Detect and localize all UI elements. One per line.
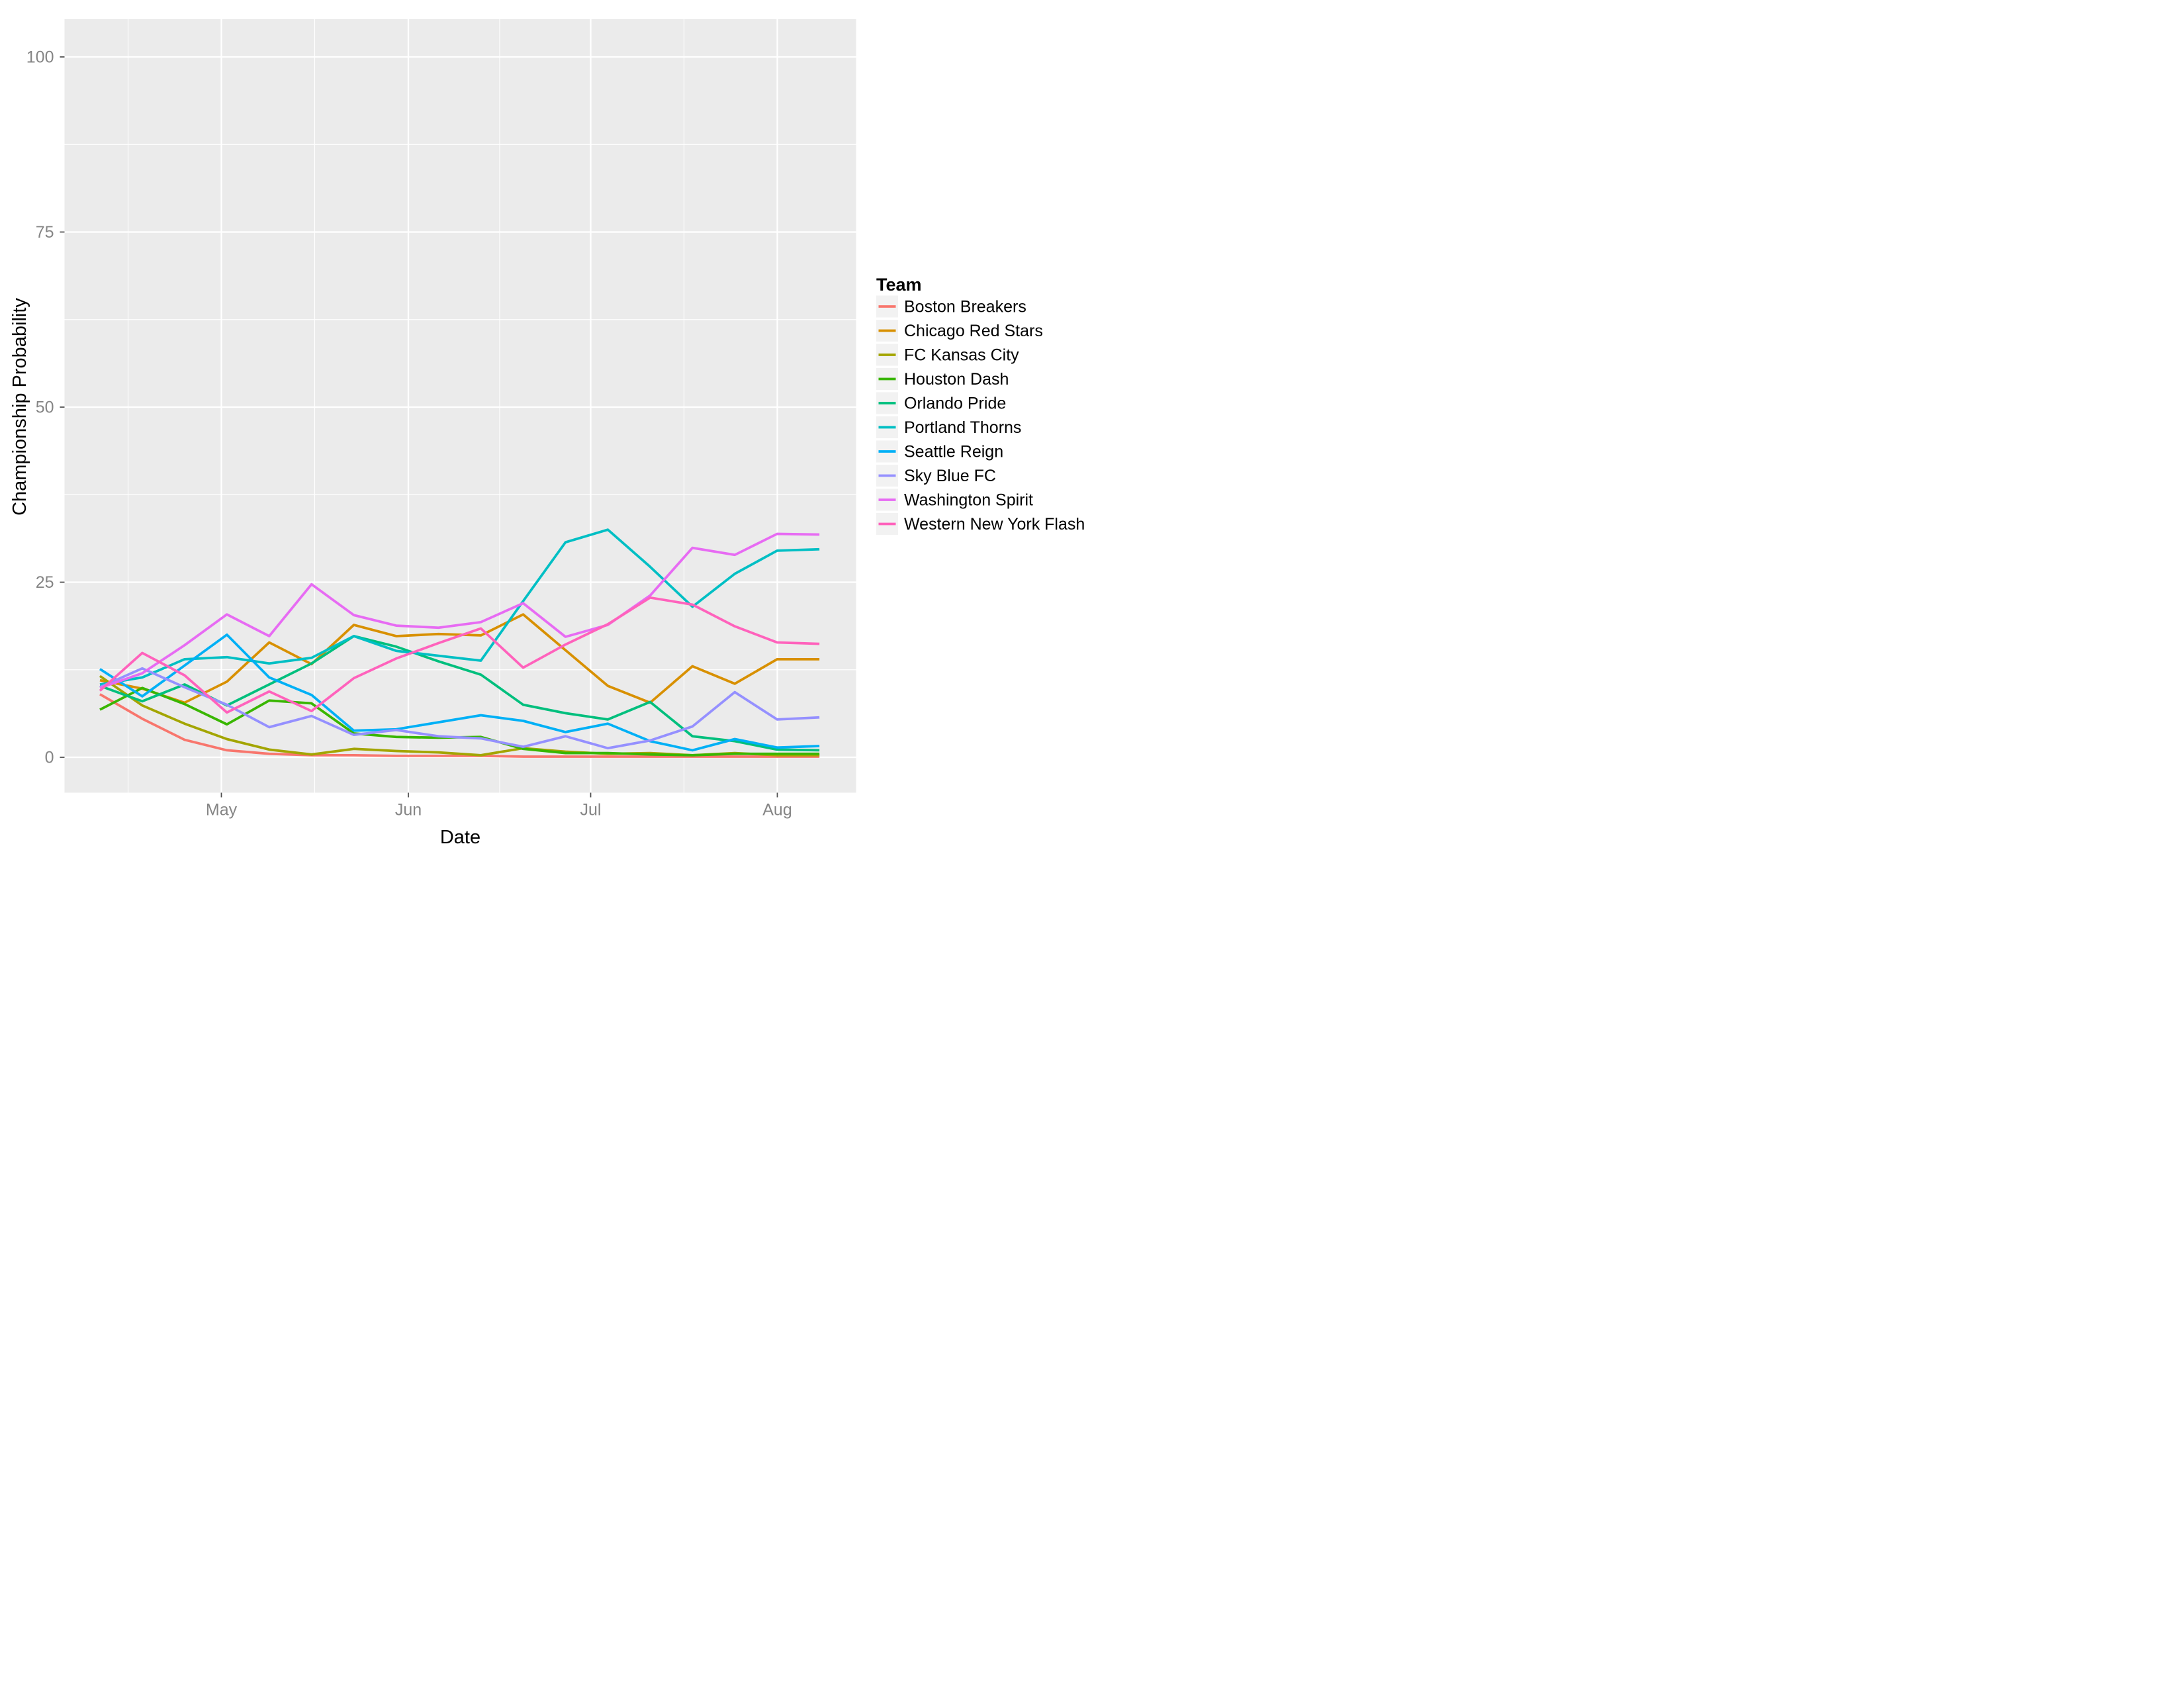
legend-label-chicago-red-stars: Chicago Red Stars [904, 322, 1043, 340]
legend-label-western-new-york-flash: Western New York Flash [904, 515, 1085, 534]
legend-entry-chicago-red-stars: Chicago Red Stars [876, 320, 1043, 342]
y-tick-label-0: 0 [45, 749, 54, 767]
legend-entry-seattle-reign: Seattle Reign [876, 440, 1003, 463]
legend-entry-sky-blue-fc: Sky Blue FC [876, 465, 996, 487]
y-tick-label-25: 25 [36, 573, 54, 592]
x-axis-title: Date [440, 827, 480, 844]
legend-label-portland-thorns: Portland Thorns [904, 418, 1021, 437]
legend-label-orlando-pride: Orlando Pride [904, 395, 1006, 413]
series-line-boston-breakers [99, 693, 820, 758]
figure: 0 25 50 75 100 May Jun Jul Aug Date Championship… [0, 0, 1092, 844]
championship-probability-chart: 0 25 50 75 100 May Jun Jul Aug Date Championship… [9, 19, 1085, 844]
legend-entry-orlando-pride: Orlando Pride [876, 392, 1006, 414]
legend-label-seattle-reign: Seattle Reign [904, 443, 1003, 461]
series-line-washington-spirit [99, 532, 820, 690]
y-tick-label-100: 100 [26, 48, 54, 67]
series-line-western-new-york-flash [99, 596, 820, 714]
legend-entry-fc-kansas-city: FC Kansas City [876, 344, 1019, 366]
legend-label-fc-kansas-city: FC Kansas City [904, 346, 1019, 365]
y-axis-title: Championship Probability [9, 298, 30, 516]
legend-entry-portland-thorns: Portland Thorns [876, 416, 1021, 438]
legend: Team Boston Breakers Chicago Red Stars FC … [876, 275, 1085, 535]
panel-background [64, 19, 856, 793]
legend-label-sky-blue-fc: Sky Blue FC [904, 467, 996, 485]
legend-entry-boston-breakers: Boston Breakers [876, 295, 1026, 318]
legend-label-washington-spirit: Washington Spirit [904, 491, 1033, 510]
legend-title: Team [876, 275, 922, 295]
legend-label-boston-breakers: Boston Breakers [904, 298, 1026, 316]
x-tick-label-May: May [206, 801, 238, 820]
x-tick-label-Aug: Aug [762, 801, 792, 820]
x-tick-label-Jun: Jun [395, 801, 422, 820]
axis-ticks [60, 56, 778, 798]
legend-entry-washington-spirit: Washington Spirit [876, 489, 1033, 511]
legend-label-houston-dash: Houston Dash [904, 370, 1009, 389]
x-tick-label-Jul: Jul [580, 801, 602, 820]
legend-entry-western-new-york-flash: Western New York Flash [876, 513, 1085, 535]
legend-entries: Boston Breakers Chicago Red Stars FC Kansa… [876, 295, 1085, 535]
series-line-sky-blue-fc [99, 667, 820, 750]
axis-tick-labels: 0 25 50 75 100 May Jun Jul Aug [26, 48, 792, 820]
y-tick-label-50: 50 [36, 399, 54, 417]
series-lines [99, 528, 820, 758]
plot-panel [64, 19, 856, 793]
legend-entry-houston-dash: Houston Dash [876, 368, 1009, 390]
series-line-portland-thorns [99, 528, 820, 686]
series-line-seattle-reign [99, 633, 820, 752]
y-tick-label-75: 75 [36, 223, 54, 242]
